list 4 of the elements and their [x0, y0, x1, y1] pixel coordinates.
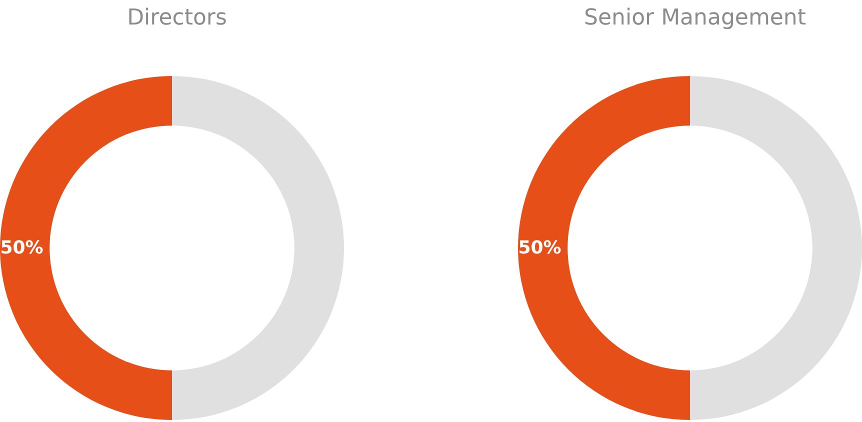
chart-title: Senior Management	[584, 6, 806, 30]
data-label: 50%	[0, 238, 44, 258]
data-label: 50%	[518, 238, 562, 258]
chart-title: Directors	[127, 6, 227, 30]
